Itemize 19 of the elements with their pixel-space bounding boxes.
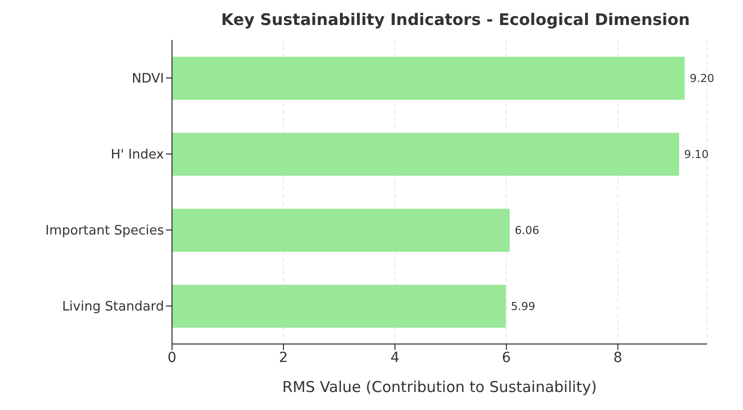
x-tick-label: 6 [502,350,511,366]
y-tick-label: Living Standard [62,300,164,315]
data-label: 6.06 [514,224,540,238]
y-tick-label: Important Species [45,224,164,239]
data-label: 5.99 [510,300,536,314]
y-tick-label: H' Index [110,148,164,163]
x-tick-label: 4 [390,350,400,366]
bar [172,132,680,176]
chart-title: Key Sustainability Indicators - Ecological Dimension [220,9,691,31]
bar [172,284,506,328]
x-axis-title: RMS Value (Contribution to Sustainability) [282,378,597,396]
data-label: 9.10 [684,148,709,162]
data-label: 9.20 [690,72,714,86]
x-tick-label: 2 [278,350,288,366]
bar [172,208,510,252]
y-tick-label: NDVI [132,72,164,87]
bar [172,56,685,100]
x-tick-label: 0 [168,350,176,366]
x-tick-label: 8 [613,350,622,366]
